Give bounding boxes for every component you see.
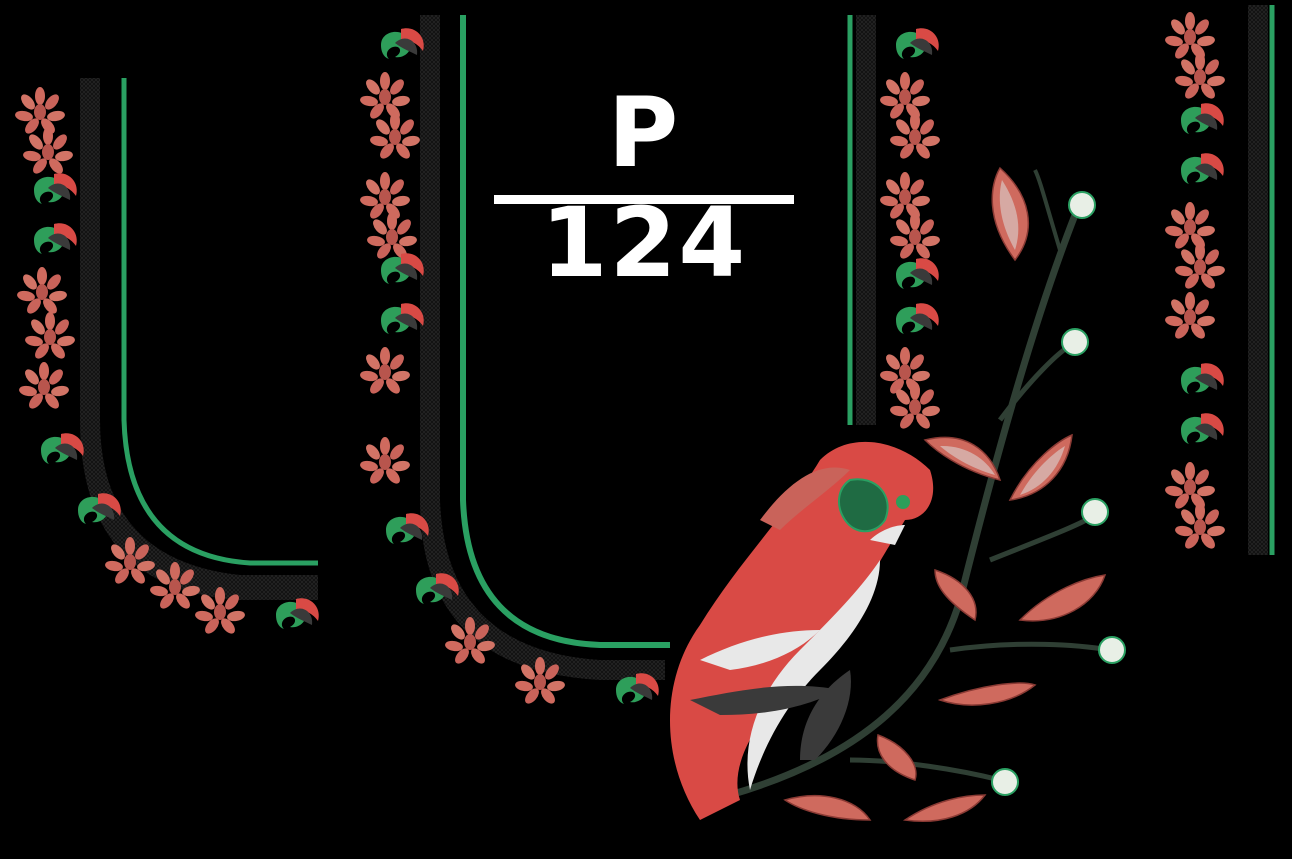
floral-vine (729, 166, 1126, 822)
left-sleeve-border (14, 78, 319, 637)
design-label-underline (494, 195, 794, 204)
back-panel-border (847, 15, 941, 432)
peacock (670, 441, 934, 820)
neck-border (359, 15, 670, 707)
design-label: P 124 (540, 77, 748, 299)
right-strip-border (1164, 5, 1275, 555)
